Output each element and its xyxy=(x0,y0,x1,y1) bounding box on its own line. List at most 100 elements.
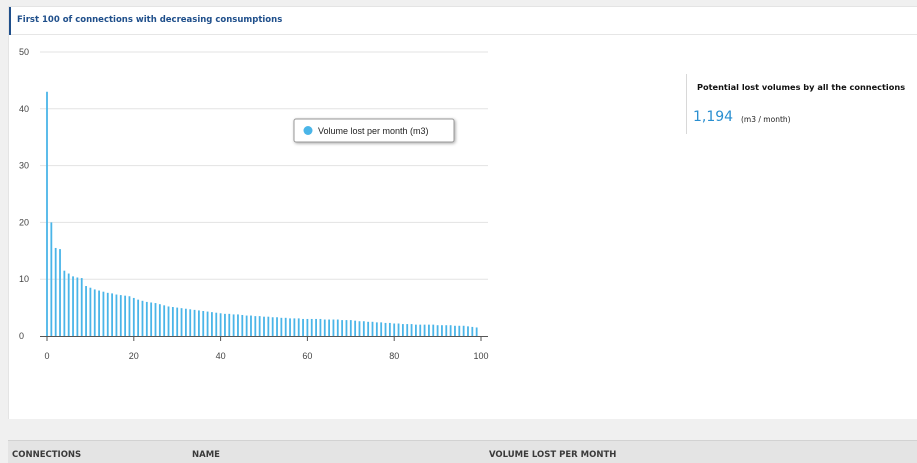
bar[interactable] xyxy=(410,324,413,336)
bar[interactable] xyxy=(154,303,157,336)
bar[interactable] xyxy=(115,294,118,336)
bar[interactable] xyxy=(445,325,448,336)
bar[interactable] xyxy=(454,325,456,336)
bar[interactable] xyxy=(150,302,153,336)
bar[interactable] xyxy=(276,317,278,336)
chart-legend[interactable]: Volume lost per month (m3) xyxy=(293,118,455,143)
bar[interactable] xyxy=(336,319,339,336)
bar[interactable] xyxy=(375,322,378,336)
bar[interactable] xyxy=(384,322,387,336)
bar[interactable] xyxy=(441,325,443,336)
bar[interactable] xyxy=(189,309,192,336)
bar[interactable] xyxy=(419,324,422,336)
bar[interactable] xyxy=(63,270,66,336)
bar[interactable] xyxy=(280,317,283,336)
bar[interactable] xyxy=(215,312,218,336)
bar[interactable] xyxy=(362,321,365,336)
legend-box[interactable] xyxy=(293,118,455,143)
bar[interactable] xyxy=(297,318,300,336)
bar[interactable] xyxy=(263,316,265,336)
bar[interactable] xyxy=(54,247,57,336)
bar[interactable] xyxy=(458,325,461,336)
bar[interactable] xyxy=(423,324,426,336)
bar[interactable] xyxy=(132,297,135,336)
bar[interactable] xyxy=(250,315,252,336)
bar[interactable] xyxy=(137,299,140,336)
bar[interactable] xyxy=(145,301,148,336)
bar[interactable] xyxy=(50,222,53,336)
bar[interactable] xyxy=(393,323,396,336)
bar[interactable] xyxy=(341,320,344,336)
bar[interactable] xyxy=(380,322,383,336)
bar[interactable] xyxy=(124,295,127,336)
bar[interactable] xyxy=(267,316,270,336)
bar[interactable] xyxy=(332,319,335,336)
bar[interactable] xyxy=(415,324,417,336)
bar[interactable] xyxy=(141,300,144,336)
bar[interactable] xyxy=(171,307,174,336)
bar[interactable] xyxy=(254,316,257,336)
bar[interactable] xyxy=(76,277,79,336)
bar[interactable] xyxy=(80,278,83,336)
bar[interactable] xyxy=(167,306,170,336)
bar[interactable] xyxy=(67,273,70,336)
bar[interactable] xyxy=(306,318,309,336)
column-header-name[interactable]: NAME xyxy=(192,450,220,460)
bar[interactable] xyxy=(397,323,400,336)
bar[interactable] xyxy=(345,320,348,336)
bar[interactable] xyxy=(467,326,469,336)
bar[interactable] xyxy=(59,249,61,336)
bar[interactable] xyxy=(241,314,244,336)
bar[interactable] xyxy=(180,308,183,336)
bar[interactable] xyxy=(219,313,222,336)
bar[interactable] xyxy=(328,319,330,336)
bar[interactable] xyxy=(449,325,452,336)
bar[interactable] xyxy=(436,325,439,336)
bar[interactable] xyxy=(237,314,239,336)
bar[interactable] xyxy=(198,310,200,336)
bar[interactable] xyxy=(271,317,274,336)
bar[interactable] xyxy=(119,295,122,336)
column-header-volume-lost[interactable]: VOLUME LOST PER MONTH xyxy=(489,450,617,460)
bar[interactable] xyxy=(354,320,357,336)
bar[interactable] xyxy=(128,296,131,336)
bar[interactable] xyxy=(349,320,352,336)
bar[interactable] xyxy=(310,318,313,336)
bar[interactable] xyxy=(367,321,370,336)
bar[interactable] xyxy=(228,313,231,336)
bar[interactable] xyxy=(85,286,87,336)
bar[interactable] xyxy=(358,321,361,336)
bar[interactable] xyxy=(289,318,291,336)
bar[interactable] xyxy=(111,293,113,336)
bar[interactable] xyxy=(428,324,430,336)
bar[interactable] xyxy=(284,317,287,336)
bar[interactable] xyxy=(206,311,209,336)
bar[interactable] xyxy=(475,327,478,336)
bar[interactable] xyxy=(432,324,435,336)
bar[interactable] xyxy=(158,304,161,336)
bar[interactable] xyxy=(163,305,166,336)
bar[interactable] xyxy=(72,276,74,336)
bar[interactable] xyxy=(224,313,226,336)
bar[interactable] xyxy=(98,290,100,336)
bar[interactable] xyxy=(93,289,96,336)
bar[interactable] xyxy=(46,91,48,336)
bar[interactable] xyxy=(106,292,109,336)
bar[interactable] xyxy=(302,318,304,336)
bar[interactable] xyxy=(315,318,317,336)
bar[interactable] xyxy=(202,311,205,336)
bar[interactable] xyxy=(293,318,296,336)
bar[interactable] xyxy=(401,324,404,336)
bar[interactable] xyxy=(245,315,248,336)
bar[interactable] xyxy=(176,307,179,336)
bar[interactable] xyxy=(371,321,374,336)
column-header-connections[interactable]: CONNECTIONS xyxy=(12,450,82,460)
bar[interactable] xyxy=(211,312,213,336)
bar[interactable] xyxy=(388,322,391,336)
bar[interactable] xyxy=(462,325,465,336)
bar[interactable] xyxy=(258,316,261,336)
bar[interactable] xyxy=(471,326,474,336)
bar[interactable] xyxy=(232,314,235,336)
bar[interactable] xyxy=(102,291,105,336)
bar[interactable] xyxy=(323,319,326,336)
